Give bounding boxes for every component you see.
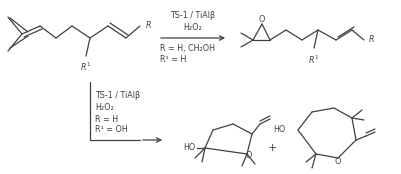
Text: $R$: $R$ — [145, 19, 152, 30]
Text: TS-1 / TiAlβ: TS-1 / TiAlβ — [170, 11, 216, 21]
Text: HO: HO — [274, 125, 286, 135]
Text: TS-1 / TiAlβ: TS-1 / TiAlβ — [95, 92, 140, 101]
Text: R¹ = H: R¹ = H — [160, 56, 186, 65]
Text: HO: HO — [183, 144, 195, 152]
Text: O: O — [246, 152, 252, 160]
Text: H₂O₂: H₂O₂ — [184, 22, 203, 31]
Text: $R^1$: $R^1$ — [80, 61, 92, 73]
Text: +: + — [267, 143, 277, 153]
Text: R = H: R = H — [95, 116, 118, 125]
Text: H₂O₂: H₂O₂ — [95, 102, 114, 112]
Text: R¹ = OH: R¹ = OH — [95, 125, 128, 135]
Text: $R$: $R$ — [368, 33, 375, 44]
Text: O: O — [259, 14, 265, 23]
Text: $R^1$: $R^1$ — [308, 54, 320, 66]
Text: R = H, CH₂OH: R = H, CH₂OH — [160, 45, 215, 53]
Text: O: O — [335, 157, 341, 167]
